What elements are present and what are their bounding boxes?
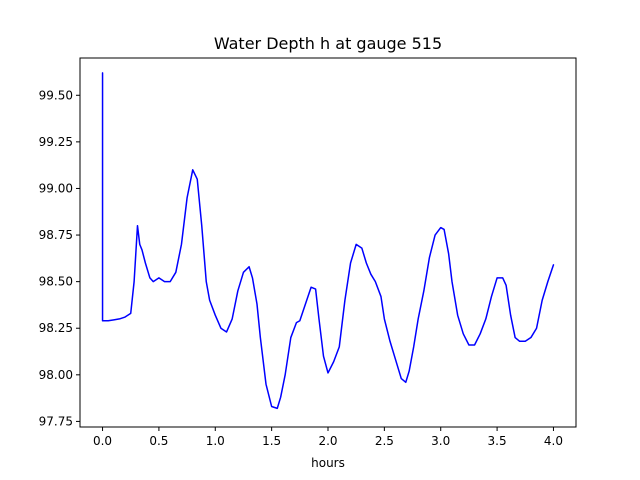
y-tick-label: 97.75 — [39, 414, 73, 428]
y-tick-label: 99.25 — [39, 135, 73, 149]
series-line-0 — [101, 72, 555, 410]
x-tick-label: 1.5 — [262, 434, 281, 448]
x-tick-label: 0.5 — [149, 434, 168, 448]
x-tick-label: 3.0 — [431, 434, 450, 448]
x-tick-label: 4.0 — [544, 434, 563, 448]
y-tick-label: 98.00 — [39, 368, 73, 382]
y-tick-label: 98.75 — [39, 228, 73, 242]
y-tick-label: 99.00 — [39, 181, 73, 195]
x-tick-label: 2.5 — [375, 434, 394, 448]
x-tick-label: 2.0 — [318, 434, 337, 448]
y-tick-label: 98.50 — [39, 275, 73, 289]
x-axis-label: hours — [311, 456, 345, 470]
chart-title: Water Depth h at gauge 515 — [214, 34, 442, 53]
x-tick-label: 0.0 — [93, 434, 112, 448]
plot-area — [80, 58, 576, 427]
y-tick-label: 99.50 — [39, 88, 73, 102]
x-tick-label: 1.0 — [206, 434, 225, 448]
y-tick-label: 98.25 — [39, 321, 73, 335]
x-tick-label: 3.5 — [488, 434, 507, 448]
